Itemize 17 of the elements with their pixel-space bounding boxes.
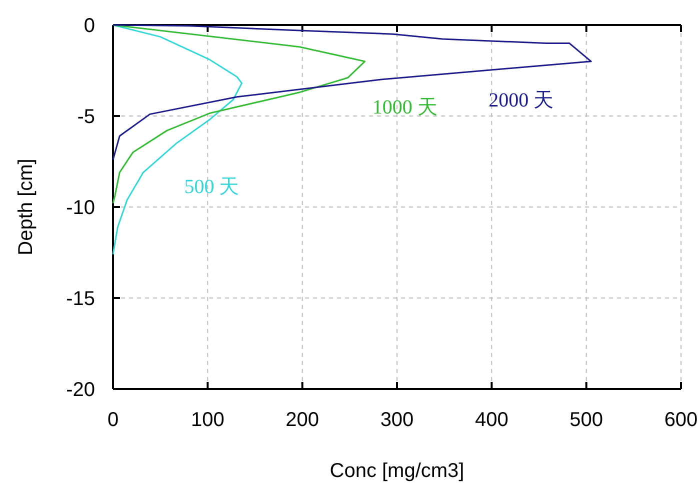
y-axis-title: Depth [cm]	[15, 158, 37, 256]
x-tick-label: 400	[474, 409, 508, 431]
x-tick-label: 200	[286, 409, 320, 431]
x-axis-title: Conc [mg/cm3]	[330, 460, 464, 482]
y-tick-label: 0	[84, 15, 95, 37]
x-tick-label: 600	[664, 409, 698, 431]
x-tick-label: 0	[107, 409, 119, 431]
x-tick-label: 100	[190, 409, 224, 431]
series-label: 2000 天	[488, 89, 554, 112]
y-tick-label: -5	[77, 106, 95, 128]
series-label: 1000 天	[372, 96, 438, 118]
x-tick-label: 300	[380, 409, 414, 431]
x-tick-label: 500	[570, 409, 604, 431]
y-tick-label: -10	[66, 197, 95, 219]
y-tick-label: -20	[66, 379, 95, 401]
y-tick-label: -15	[66, 288, 95, 310]
series-label: 500 天	[184, 176, 240, 198]
